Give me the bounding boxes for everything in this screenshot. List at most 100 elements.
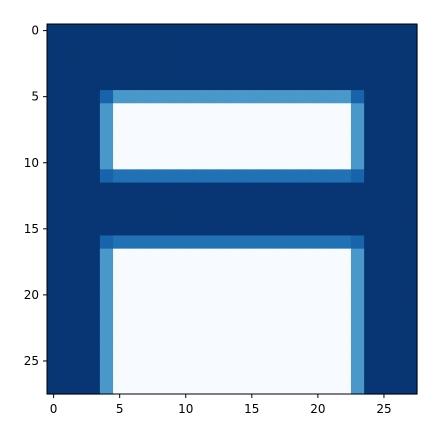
heatmap-cell: [205, 275, 220, 289]
heatmap-cell: [271, 261, 286, 276]
heatmap-cell: [192, 169, 207, 184]
heatmap-cell: [60, 90, 75, 104]
heatmap-cell: [99, 182, 114, 197]
heatmap-cell: [245, 63, 260, 78]
heatmap-cell: [113, 275, 127, 289]
heatmap-cell: [311, 314, 326, 329]
heatmap-cell: [337, 37, 352, 52]
heatmap-cell: [258, 261, 273, 276]
heatmap-cell: [403, 301, 418, 316]
heatmap-cell: [60, 24, 75, 38]
heatmap-cell: [350, 341, 365, 355]
heatmap-cell: [139, 103, 154, 118]
heatmap-cell: [60, 63, 75, 78]
heatmap-cell: [205, 24, 220, 38]
heatmap-cell: [165, 367, 180, 382]
heatmap-cell: [324, 195, 339, 210]
heatmap-cell: [337, 222, 352, 237]
heatmap-cell: [99, 327, 114, 342]
heatmap-cell: [232, 103, 246, 118]
heatmap-cell: [218, 50, 233, 65]
heatmap-cell: [232, 129, 246, 144]
heatmap-cell: [218, 142, 233, 157]
heatmap-cell: [364, 129, 378, 144]
heatmap-cell: [232, 63, 246, 78]
heatmap-cell: [364, 248, 378, 263]
heatmap-cell: [126, 103, 141, 118]
heatmap-cell: [139, 222, 154, 237]
heatmap-cell: [284, 275, 299, 289]
heatmap-cell: [139, 301, 154, 316]
heatmap-cell: [73, 301, 88, 316]
heatmap-cell: [152, 90, 167, 104]
heatmap-cell: [126, 248, 141, 263]
heatmap-cell: [271, 182, 286, 197]
heatmap-cell: [139, 367, 154, 382]
heatmap-cell: [47, 63, 61, 78]
heatmap-cell: [337, 169, 352, 184]
heatmap-cell: [364, 156, 378, 170]
heatmap-cell: [139, 354, 154, 369]
heatmap-cell: [139, 327, 154, 342]
heatmap-cell: [165, 341, 180, 355]
heatmap-cell: [165, 76, 180, 91]
heatmap-cell: [60, 275, 75, 289]
heatmap-cell: [284, 354, 299, 369]
heatmap-cell: [113, 90, 127, 104]
heatmap-cell: [86, 275, 101, 289]
heatmap-cell: [258, 156, 273, 170]
heatmap-cell: [205, 169, 220, 184]
heatmap-cell: [86, 182, 101, 197]
heatmap-cell: [60, 314, 75, 329]
heatmap-cell: [258, 209, 273, 223]
heatmap-cell: [298, 275, 312, 289]
heatmap-cell: [350, 367, 365, 382]
heatmap-cell: [73, 63, 88, 78]
heatmap-cell: [324, 275, 339, 289]
heatmap-cell: [60, 354, 75, 369]
heatmap-cell: [205, 182, 220, 197]
heatmap-cell: [390, 341, 405, 355]
heatmap-cell: [47, 222, 61, 237]
heatmap-cell: [86, 90, 101, 104]
heatmap-cell: [152, 142, 167, 157]
heatmap-cell: [73, 327, 88, 342]
heatmap-cell: [284, 24, 299, 38]
heatmap-cell: [245, 90, 260, 104]
heatmap-cell: [390, 275, 405, 289]
heatmap-cell: [324, 50, 339, 65]
heatmap-cell: [232, 116, 246, 131]
heatmap-cell: [126, 367, 141, 382]
heatmap-cell: [113, 63, 127, 78]
heatmap-cell: [284, 261, 299, 276]
heatmap-cell: [113, 169, 127, 184]
heatmap-cell: [271, 354, 286, 369]
heatmap-cell: [324, 314, 339, 329]
heatmap-cell: [99, 156, 114, 170]
heatmap-cell: [284, 209, 299, 223]
heatmap-cell: [390, 37, 405, 52]
heatmap-cell: [403, 76, 418, 91]
heatmap-cell: [192, 195, 207, 210]
heatmap-cell: [218, 367, 233, 382]
heatmap-cell: [403, 354, 418, 369]
heatmap-cell: [192, 103, 207, 118]
heatmap-cell: [47, 103, 61, 118]
heatmap-cell: [364, 195, 378, 210]
heatmap-cell: [271, 50, 286, 65]
heatmap-cell: [324, 235, 339, 250]
heatmap-cell: [403, 50, 418, 65]
heatmap-cell: [99, 209, 114, 223]
heatmap-cell: [99, 301, 114, 316]
heatmap-cell: [232, 76, 246, 91]
heatmap-cell: [364, 341, 378, 355]
heatmap-cell: [218, 182, 233, 197]
heatmap-cell: [377, 314, 392, 329]
heatmap-cell: [47, 261, 61, 276]
heatmap-cell: [165, 248, 180, 263]
heatmap-cell: [152, 248, 167, 263]
heatmap-cell: [205, 235, 220, 250]
heatmap-cell: [113, 116, 127, 131]
heatmap-cell: [152, 327, 167, 342]
heatmap-cell: [86, 116, 101, 131]
